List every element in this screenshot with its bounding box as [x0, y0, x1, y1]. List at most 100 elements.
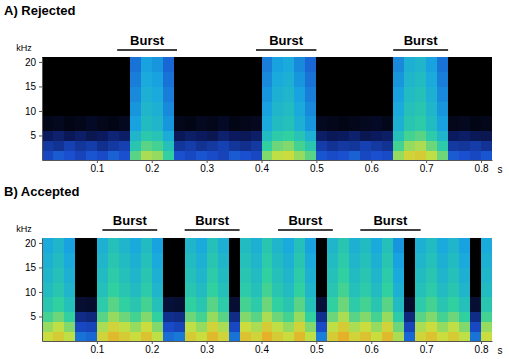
heatmap-cell	[196, 150, 208, 160]
heatmap-cell	[185, 86, 197, 101]
x-tick: 0.6	[365, 160, 379, 174]
heatmap-cell	[152, 140, 164, 150]
heatmap-cell	[207, 267, 219, 282]
heatmap-cell	[119, 331, 131, 341]
x-axis-line	[43, 341, 493, 342]
heatmap-cell	[262, 253, 274, 268]
heatmap-cell	[316, 101, 328, 116]
heatmap-cell	[64, 331, 76, 341]
heatmap-cell	[294, 267, 306, 282]
heatmap-cell	[426, 86, 438, 101]
panel: 0.10.20.30.40.50.60.70.85101520kHzsB) Ac…	[4, 184, 503, 356]
heatmap-cell	[272, 116, 284, 131]
heatmap-cell	[272, 86, 284, 101]
plot-area	[42, 238, 492, 341]
x-tick-label: 0.2	[145, 344, 159, 355]
heatmap-cell	[174, 331, 186, 341]
heatmap-cell	[360, 331, 372, 341]
heatmap-cell	[349, 321, 361, 331]
heatmap-cell	[196, 116, 208, 131]
heatmap-cell	[459, 238, 471, 253]
heatmap-cell	[437, 238, 449, 253]
heatmap-cell	[64, 297, 76, 312]
heatmap-cell	[196, 140, 208, 150]
x-tick: 0.8	[475, 160, 489, 174]
heatmap-cell	[294, 86, 306, 101]
heatmap-cell	[470, 238, 482, 253]
heatmap-cell	[327, 267, 339, 282]
heatmap-cell	[316, 150, 328, 160]
x-axis-line	[43, 160, 493, 161]
heatmap-cell	[327, 253, 339, 268]
heatmap-cell	[470, 140, 482, 150]
heatmap-cell	[218, 101, 230, 116]
heatmap-cell	[75, 238, 87, 253]
heatmap-cell	[251, 57, 263, 72]
heatmap-cell	[404, 282, 416, 297]
heatmap-cell	[459, 312, 471, 322]
heatmap-cell	[174, 57, 186, 72]
heatmap-cell	[42, 331, 54, 341]
heatmap-cell	[448, 238, 460, 253]
heatmap-cell	[481, 331, 492, 341]
heatmap-cell	[262, 57, 274, 72]
heatmap-cell	[119, 238, 131, 253]
heatmap-cell	[382, 150, 394, 160]
heatmap-cell	[97, 312, 109, 322]
heatmap-cell	[448, 282, 460, 297]
heatmap-cell	[196, 86, 208, 101]
heatmap-cell	[459, 253, 471, 268]
heatmap-cell	[272, 57, 284, 72]
heatmap-cell	[207, 140, 219, 150]
x-tick: 0.2	[145, 341, 159, 355]
heatmap-cell	[360, 116, 372, 131]
heatmap-cell	[64, 140, 76, 150]
heatmap-cell	[75, 282, 87, 297]
heatmap-cell	[108, 282, 120, 297]
heatmap-cell	[97, 282, 109, 297]
heatmap-cell	[470, 131, 482, 141]
heatmap-cell	[251, 116, 263, 131]
heatmap-cell	[404, 253, 416, 268]
heatmap-cell	[481, 57, 492, 72]
heatmap-cell	[437, 86, 449, 101]
heatmap-cell	[459, 267, 471, 282]
heatmap-cell	[470, 321, 482, 331]
heatmap-cell	[174, 253, 186, 268]
heatmap-cell	[75, 267, 87, 282]
heatmap-cell	[262, 131, 274, 141]
heatmap-cell	[371, 253, 383, 268]
heatmap-cell	[185, 101, 197, 116]
heatmap-cell	[141, 150, 153, 160]
heatmap-cell	[218, 282, 230, 297]
heatmap-cell	[448, 101, 460, 116]
heatmap-cell	[152, 101, 164, 116]
heatmap-cell	[437, 331, 449, 341]
heatmap-cell	[371, 72, 383, 87]
heatmap-cell	[327, 57, 339, 72]
heatmap-cell	[229, 131, 241, 141]
heatmap-cell	[349, 86, 361, 101]
heatmap-cell	[207, 86, 219, 101]
heatmap-cell	[229, 282, 241, 297]
y-tick-mark	[39, 292, 42, 293]
heatmap-cell	[272, 238, 284, 253]
heatmap-cell	[360, 238, 372, 253]
heatmap-cell	[119, 140, 131, 150]
heatmap-cell	[448, 140, 460, 150]
heatmap-cell	[393, 267, 405, 282]
heatmap-cell	[481, 321, 492, 331]
x-tick-label: 0.3	[200, 163, 214, 174]
heatmap-cell	[404, 297, 416, 312]
heatmap-cell	[382, 140, 394, 150]
y-tick-mark	[39, 135, 42, 136]
x-axis: 0.10.20.30.40.50.60.70.8	[43, 160, 493, 174]
heatmap-cell	[64, 267, 76, 282]
heatmap-cell	[97, 267, 109, 282]
heatmap-cell	[251, 331, 263, 341]
heatmap-cell	[360, 131, 372, 141]
heatmap-cell	[207, 131, 219, 141]
heatmap-cell	[415, 57, 427, 72]
heatmap-cell	[174, 312, 186, 322]
plot-background	[42, 57, 492, 160]
